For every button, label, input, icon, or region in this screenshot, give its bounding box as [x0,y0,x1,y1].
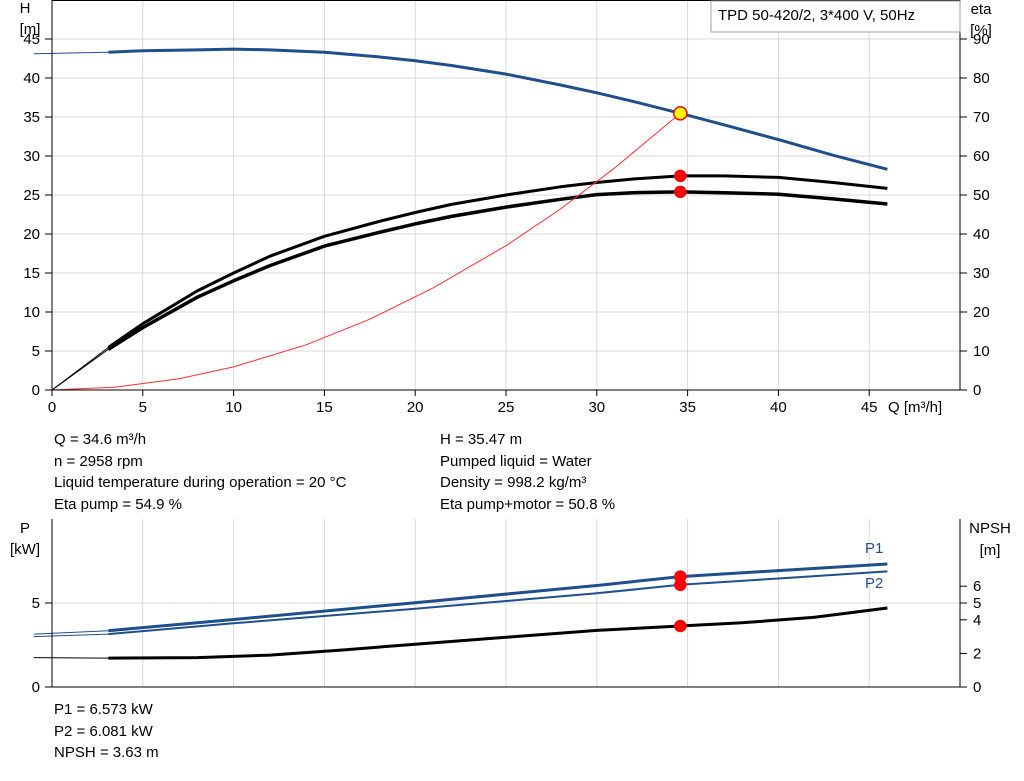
npsh-axis-unit: [m] [980,542,1001,559]
top-right-tick-label-8: 80 [973,70,990,87]
power-info: P1 = 6.573 kW P2 = 6.081 kW NPSH = 3.63 … [54,699,159,764]
head-axis-name: H [20,0,31,17]
p2-thin-segment [33,633,109,638]
p2-legend-label: P2 [865,575,883,592]
top-left-tick-label-0: 0 [32,382,40,399]
top-thin-extension-1 [51,348,109,391]
top-left-tick-label-5: 25 [23,187,40,204]
top-operating-point-0 [673,106,688,121]
top-right-tick-label-1: 10 [973,343,990,360]
top-operating-point-2 [674,185,687,199]
chart-title-box [710,0,961,33]
x-tick-label-1: 5 [139,399,147,416]
eta-pump-motor-value: Eta pump+motor = 50.8 % [440,495,616,513]
npsh-value: NPSH = 3.63 m [54,744,159,761]
p2-curve [108,570,888,636]
top-left-tick-label-4: 20 [23,226,40,243]
top-chart-series [33,47,888,391]
x-tick-label-3: 15 [316,399,333,416]
top-left-tick-label-2: 10 [23,304,40,321]
top-left-tick-label-9: 45 [23,31,40,48]
eta-pump-value: Eta pump = 54.9 % [54,495,182,513]
system_curve-curve [115,112,681,388]
eta-axis-unit: [%] [970,22,992,39]
top-left-tick-label-1: 5 [32,343,40,360]
pumped-liquid-value: Pumped liquid = Water [440,452,592,470]
bottom-left-tick-label-1: 5 [32,595,40,612]
head-value: H = 35.47 m [440,431,523,448]
npsh-thin-segment [33,657,109,659]
top-operating-point-1 [674,169,687,183]
bottom-chart-grid [52,519,960,687]
x-tick-label-9: 45 [861,399,878,416]
bottom-right-tick-label-2: 4 [973,612,981,629]
head-curve [108,47,888,171]
x-tick-label-2: 10 [225,399,242,416]
top-left-tick-label-8: 40 [23,70,40,87]
head-axis-unit: [m] [20,21,41,38]
top-right-tick-label-9: 90 [973,31,990,48]
operating-info-left: Q = 34.6 m³/h n = 2958 rpm Liquid temper… [54,429,346,515]
top-right-tick-label-4: 40 [973,226,990,243]
flow-value: Q = 34.6 m³/h [54,431,147,448]
x-tick-label-0: 0 [48,399,56,416]
power-axis-name: P [20,520,30,537]
x-tick-label-7: 35 [679,399,696,416]
eta_total-curve [107,190,888,351]
p1-legend-label: P1 [865,540,883,557]
bottom-left-tick-label-0: 0 [32,679,40,696]
density-value: Density = 998.2 kg/m³ [440,474,587,491]
head-thin-segment [33,51,109,55]
x-tick-label-6: 30 [588,399,605,416]
eta-axis-name: eta [971,1,993,18]
x-tick-label-8: 40 [770,399,787,416]
top-right-tick-label-2: 20 [973,304,990,321]
speed-value: n = 2958 rpm [54,452,143,470]
x-tick-label-5: 25 [498,399,515,416]
top-right-tick-label-3: 30 [973,265,990,282]
eta_pump-curve [107,174,888,349]
bottom-right-tick-label-3: 5 [973,595,981,612]
top-left-tick-label-7: 35 [23,109,40,126]
top-right-tick-label-6: 60 [973,148,990,165]
bottom-right-tick-label-1: 2 [973,645,981,662]
bottom-chart-series [33,562,888,660]
power-axis-unit: [kW] [10,541,40,558]
bottom-right-tick-label-0: 0 [973,679,981,696]
bottom-right-tick-label-4: 6 [973,578,981,595]
bottom-operating-point-1 [674,578,687,592]
npsh-axis-name: NPSH [969,520,1011,537]
x-tick-label-4: 20 [407,399,424,416]
bottom-operating-point-2 [674,619,687,633]
p2-value: P2 = 6.081 kW [54,722,153,740]
p1-thin-segment [33,630,109,635]
liquid-temperature-value: Liquid temperature during operation = 20… [54,474,347,491]
flow-axis-label: Q [m³/h] [888,399,942,416]
top-right-tick-label-5: 50 [973,187,990,204]
chart-title: TPD 50-420/2, 3*400 V, 50Hz [718,7,915,24]
top-right-tick-label-0: 0 [973,382,981,399]
top-right-tick-label-7: 70 [973,109,990,126]
p1-curve [108,562,888,633]
npsh-curve [108,606,888,660]
top-left-tick-label-6: 30 [23,148,40,165]
top-left-tick-label-3: 15 [23,265,40,282]
operating-info-right: H = 35.47 m Pumped liquid = Water Densit… [440,429,615,515]
p1-value: P1 = 6.573 kW [54,701,153,718]
